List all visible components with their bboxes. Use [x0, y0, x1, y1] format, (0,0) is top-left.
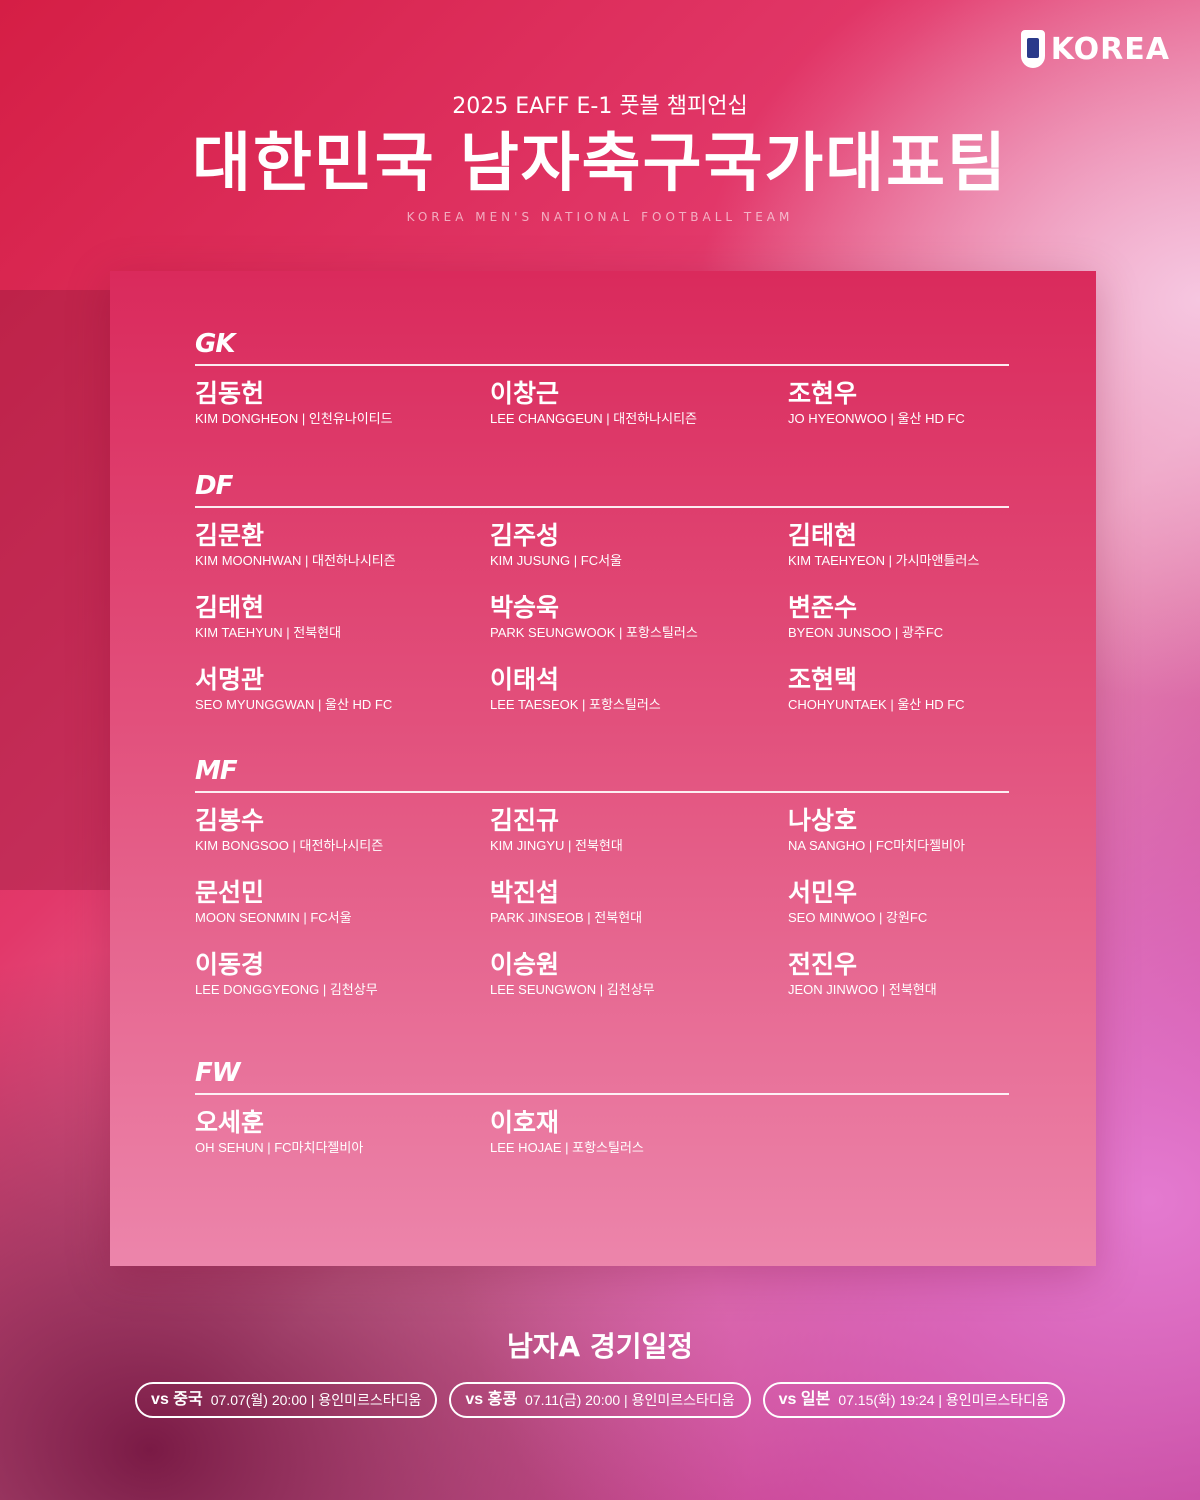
player-entry: 조현택 CHOHYUNTAEK | 울산 HD FC [788, 665, 965, 713]
player-korean-name: 김동헌 [195, 379, 265, 408]
player-korean-name: 서민우 [788, 878, 858, 907]
player-korean-name: 이태석 [490, 665, 560, 694]
player-korean-name: 이호재 [490, 1108, 560, 1137]
player-entry: 김진규 KIM JINGYU | 전북현대 [490, 806, 623, 854]
player-entry: 김문환 KIM MOONHWAN | 대전하나시티즌 [195, 521, 396, 569]
player-korean-name: 이승원 [490, 950, 560, 979]
player-english-name-club: BYEON JUNSOO | 광주FC [788, 625, 944, 640]
player-entry: 김봉수 KIM BONGSOO | 대전하나시티즌 [195, 806, 383, 854]
player-entry: 김주성 KIM JUSUNG | FC서울 [490, 521, 622, 569]
player-korean-name: 오세훈 [195, 1108, 265, 1137]
player-korean-name: 전진우 [788, 950, 858, 979]
match-opponent: vs 중국 [151, 1391, 203, 1408]
event-subtitle: 2025 EAFF E-1 풋볼 챔피언십 [452, 94, 748, 119]
player-english-name-club: KIM JUSUNG | FC서울 [490, 553, 623, 568]
player-english-name-club: SEO MYUNGGWAN | 울산 HD FC [195, 697, 393, 712]
player-english-name-club: MOON SEONMIN | FC서울 [195, 910, 352, 925]
player-entry: 문선민 MOON SEONMIN | FC서울 [195, 878, 352, 926]
match-pill: vs 중국 07.07(월) 20:00 | 용인미르스타디움 [135, 1382, 438, 1418]
player-entry: 오세훈 OH SEHUN | FC마치다젤비아 [195, 1108, 363, 1156]
player-english-name-club: LEE TAESEOK | 포항스틸러스 [490, 697, 661, 712]
player-english-name-club: LEE CHANGGEUN | 대전하나시티즌 [490, 411, 698, 426]
player-entry: 박진섭 PARK JINSEOB | 전북현대 [490, 878, 642, 926]
match-opponent: vs 홍콩 [465, 1391, 518, 1408]
player-entry: 변준수 BYEON JUNSOO | 광주FC [788, 593, 943, 641]
roster-card: GK 김동헌 KIM DONGHEON | 인천유나이티드 이창근 LEE CHANGG… [110, 271, 1096, 1266]
player-korean-name: 이창근 [490, 379, 560, 408]
match-pill: vs 일본 07.15(화) 19:24 | 용인미르스타디움 [762, 1382, 1065, 1418]
player-entry: 이창근 LEE CHANGGEUN | 대전하나시티즌 [490, 379, 697, 427]
player-entry: 김태현 KIM TAEHYUN | 전북현대 [195, 593, 341, 641]
position-heading: FW [195, 1058, 240, 1088]
player-english-name-club: JEON JINWOO | 전북현대 [788, 982, 937, 997]
player-korean-name: 서명관 [195, 665, 265, 694]
match-info: 07.11(금) 20:00 | 용인미르스타디움 [525, 1392, 735, 1408]
divider [195, 506, 1009, 508]
player-entry: 서민우 SEO MINWOO | 강원FC [788, 878, 927, 926]
player-korean-name: 이동경 [195, 950, 265, 979]
player-korean-name: 문선민 [195, 878, 265, 907]
divider [195, 1093, 1009, 1095]
match-info: 07.15(화) 19:24 | 용인미르스타디움 [838, 1392, 1049, 1408]
player-korean-name: 김문환 [195, 521, 265, 550]
divider [195, 364, 1009, 366]
player-entry: 서명관 SEO MYUNGGWAN | 울산 HD FC [195, 665, 392, 713]
player-entry: 전진우 JEON JINWOO | 전북현대 [788, 950, 937, 998]
player-korean-name: 변준수 [788, 593, 858, 622]
player-english-name-club: KIM TAEHYEON | 가시마앤틀러스 [788, 553, 980, 568]
match-pill: vs 홍콩 07.11(금) 20:00 | 용인미르스타디움 [449, 1382, 751, 1418]
background-shape [0, 290, 110, 890]
player-english-name-club: LEE SEUNGWON | 김천상무 [490, 982, 655, 997]
player-english-name-club: KIM MOONHWAN | 대전하나시티즌 [195, 553, 396, 568]
player-entry: 나상호 NA SANGHO | FC마치다젤비아 [788, 806, 965, 854]
match-schedule-list: vs 중국 07.07(월) 20:00 | 용인미르스타디움 vs 홍콩 07.1… [20, 1382, 1180, 1418]
english-title: KOREA MEN'S NATIONAL FOOTBALL TEAM [406, 210, 794, 224]
player-korean-name: 박진섭 [490, 878, 560, 907]
player-english-name-club: KIM BONGSOO | 대전하나시티즌 [195, 838, 384, 853]
player-korean-name: 김태현 [195, 593, 265, 622]
kfa-tiger-emblem-icon [1020, 30, 1045, 68]
player-english-name-club: CHOHYUNTAEK | 울산 HD FC [788, 697, 965, 712]
player-english-name-club: NA SANGHO | FC마치다젤비아 [788, 838, 965, 853]
player-english-name-club: PARK JINSEOB | 전북현대 [490, 910, 643, 925]
schedule-title: 남자A 경기일정 [507, 1330, 693, 1363]
player-english-name-club: KIM DONGHEON | 인천유나이티드 [195, 411, 393, 426]
player-entry: 이동경 LEE DONGGYEONG | 김천상무 [195, 950, 378, 998]
player-english-name-club: KIM TAEHYUN | 전북현대 [195, 625, 342, 640]
player-entry: 이태석 LEE TAESEOK | 포항스틸러스 [490, 665, 661, 713]
player-entry: 이승원 LEE SEUNGWON | 김천상무 [490, 950, 655, 998]
player-korean-name: 김주성 [490, 521, 560, 550]
player-english-name-club: SEO MINWOO | 강원FC [788, 910, 928, 925]
player-entry: 조현우 JO HYEONWOO | 울산 HD FC [788, 379, 965, 427]
position-heading: GK [195, 329, 235, 359]
brand-text: KOREA [1050, 31, 1170, 67]
player-english-name-club: KIM JINGYU | 전북현대 [490, 838, 623, 853]
player-entry: 김동헌 KIM DONGHEON | 인천유나이티드 [195, 379, 393, 427]
match-info: 07.07(월) 20:00 | 용인미르스타디움 [210, 1392, 422, 1408]
player-english-name-club: LEE DONGGYEONG | 김천상무 [195, 982, 378, 997]
player-entry: 이호재 LEE HOJAE | 포항스틸러스 [490, 1108, 644, 1156]
player-entry: 김태현 KIM TAEHYEON | 가시마앤틀러스 [788, 521, 979, 569]
position-heading: DF [195, 471, 233, 501]
player-entry: 박승욱 PARK SEUNGWOOK | 포항스틸러스 [490, 593, 698, 641]
player-english-name-club: OH SEHUN | FC마치다젤비아 [195, 1140, 364, 1155]
player-korean-name: 김태현 [788, 521, 858, 550]
player-english-name-club: JO HYEONWOO | 울산 HD FC [788, 411, 965, 426]
divider [195, 791, 1009, 793]
player-korean-name: 나상호 [788, 806, 858, 835]
page-title: 대한민국 남자축구국가대표팀 [192, 127, 1008, 201]
player-korean-name: 조현택 [788, 665, 858, 694]
player-english-name-club: LEE HOJAE | 포항스틸러스 [490, 1140, 644, 1155]
player-korean-name: 김진규 [490, 806, 560, 835]
korea-logo: KOREA [1020, 30, 1170, 68]
player-korean-name: 조현우 [788, 379, 858, 408]
position-heading: MF [195, 756, 238, 786]
player-english-name-club: PARK SEUNGWOOK | 포항스틸러스 [490, 625, 698, 640]
player-korean-name: 박승욱 [490, 593, 560, 622]
match-opponent: vs 일본 [778, 1391, 831, 1408]
player-korean-name: 김봉수 [195, 806, 265, 835]
